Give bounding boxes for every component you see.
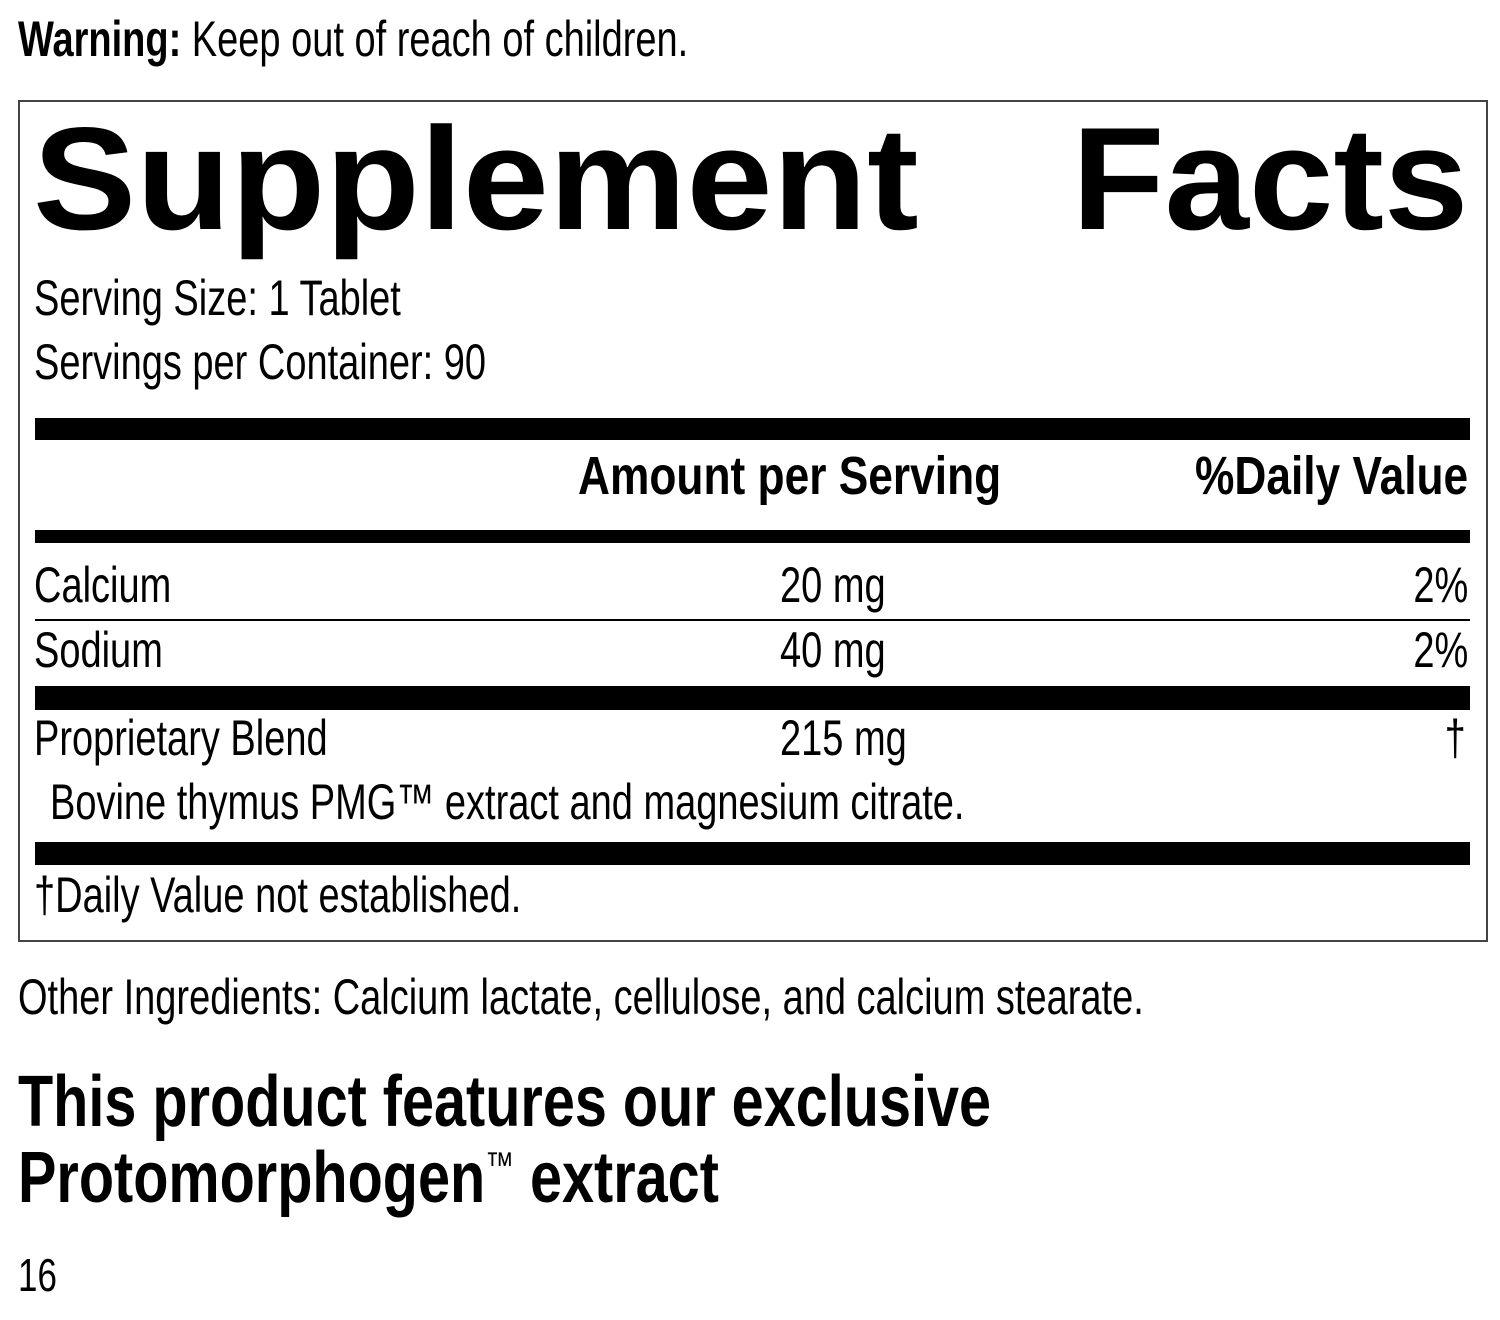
facts-title-left: Supplement [33, 97, 919, 260]
row-sodium-name: Sodium [34, 622, 163, 678]
header-daily-value: %Daily Value [1194, 446, 1468, 506]
row-blend-name: Proprietary Blend [34, 710, 328, 766]
page-number: 16 [18, 1249, 57, 1301]
servings-per-container: Servings per Container: 90 [34, 334, 487, 390]
row-blend-dv: † [1444, 710, 1466, 766]
header-amount: Amount per Serving [578, 446, 1002, 506]
divider-thick [35, 842, 1470, 865]
other-ingredients: Other Ingredients: Calcium lactate, cell… [18, 969, 1144, 1025]
headline-line-2: Protomorphogen™ extract [18, 1142, 719, 1214]
trademark-symbol: ™ [485, 1143, 514, 1185]
headline-line-1: This product features our exclusive [18, 1062, 992, 1142]
footnote: †Daily Value not established. [34, 867, 522, 923]
divider-thin [35, 619, 1470, 621]
row-sodium-dv: 2% [1413, 622, 1468, 678]
row-sodium-amount: 40 mg [780, 622, 886, 678]
warning-message: Keep out of reach of children. [181, 11, 689, 67]
row-blend-amount: 215 mg [780, 710, 907, 766]
row-calcium-dv: 2% [1413, 557, 1468, 613]
row-calcium-name: Calcium [34, 557, 172, 613]
headline-end: extract [513, 1138, 719, 1218]
headline-brand: Protomorphogen [18, 1138, 486, 1218]
facts-title-right: Facts [1071, 97, 1468, 260]
serving-size: Serving Size: 1 Tablet [34, 270, 401, 326]
divider-thick [35, 686, 1470, 710]
row-calcium-amount: 20 mg [780, 557, 886, 613]
supplement-facts-panel [18, 100, 1488, 942]
divider-thick [35, 418, 1470, 440]
blend-ingredients: Bovine thymus PMG™ extract and magnesium… [50, 774, 965, 830]
divider-medium [35, 530, 1470, 543]
warning-label: Warning: [18, 11, 182, 67]
warning-text: Warning: Keep out of reach of children. [18, 14, 688, 64]
